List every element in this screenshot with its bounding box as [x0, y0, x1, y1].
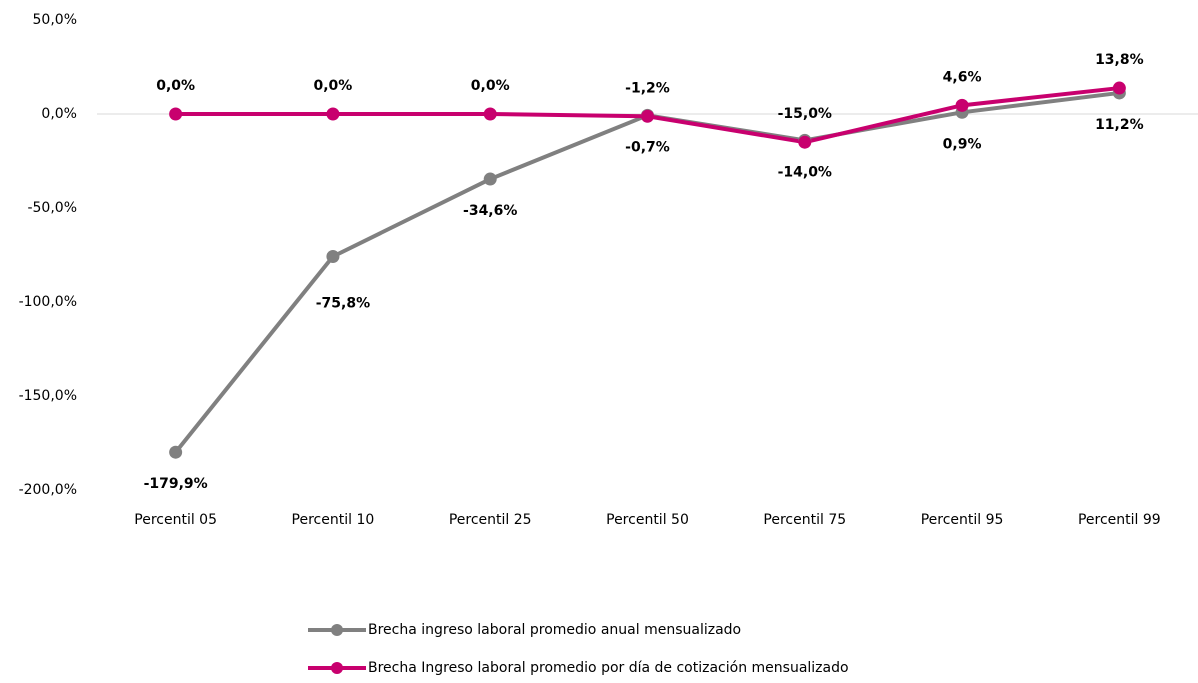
x-tick-label: Percentil 10 [292, 512, 375, 528]
legend-label: Brecha Ingreso laboral promedio por día … [368, 660, 849, 676]
y-tick-label: -50,0% [27, 200, 77, 216]
y-tick-label: 50,0% [33, 12, 77, 28]
y-tick-label: 0,0% [41, 106, 77, 122]
legend-marker [331, 662, 343, 674]
x-tick-label: Percentil 25 [449, 512, 532, 528]
y-tick-label: -150,0% [19, 388, 77, 404]
data-point [483, 107, 497, 121]
data-point [955, 98, 969, 112]
data-label: -0,7% [625, 139, 670, 155]
data-label: -14,0% [778, 164, 832, 180]
x-tick-label: Percentil 95 [921, 512, 1004, 528]
data-label: 0,0% [156, 78, 195, 94]
x-tick-label: Percentil 05 [134, 512, 217, 528]
data-label: 0,9% [943, 136, 982, 152]
x-tick-label: Percentil 99 [1078, 512, 1161, 528]
y-tick-label: -200,0% [19, 482, 77, 498]
data-point [169, 107, 183, 121]
data-point [483, 172, 497, 186]
data-label: 0,0% [471, 78, 510, 94]
data-label: 11,2% [1095, 117, 1144, 133]
data-label: -15,0% [778, 106, 832, 122]
data-label: -179,9% [144, 476, 208, 492]
data-label: -34,6% [463, 203, 517, 219]
data-label: -1,2% [625, 80, 670, 96]
data-point [641, 109, 654, 123]
legend-marker [331, 624, 343, 636]
data-label: 4,6% [943, 69, 982, 85]
data-point [1112, 81, 1126, 95]
data-point [326, 107, 340, 121]
data-point [169, 445, 183, 459]
data-label: 13,8% [1095, 52, 1144, 68]
data-point [798, 135, 812, 149]
data-label: -75,8% [316, 296, 370, 312]
y-tick-label: -100,0% [19, 294, 77, 310]
x-tick-label: Percentil 50 [606, 512, 689, 528]
x-tick-label: Percentil 75 [763, 512, 846, 528]
data-point [326, 250, 340, 264]
legend-label: Brecha ingreso laboral promedio anual me… [368, 622, 741, 638]
data-label: 0,0% [314, 78, 353, 94]
